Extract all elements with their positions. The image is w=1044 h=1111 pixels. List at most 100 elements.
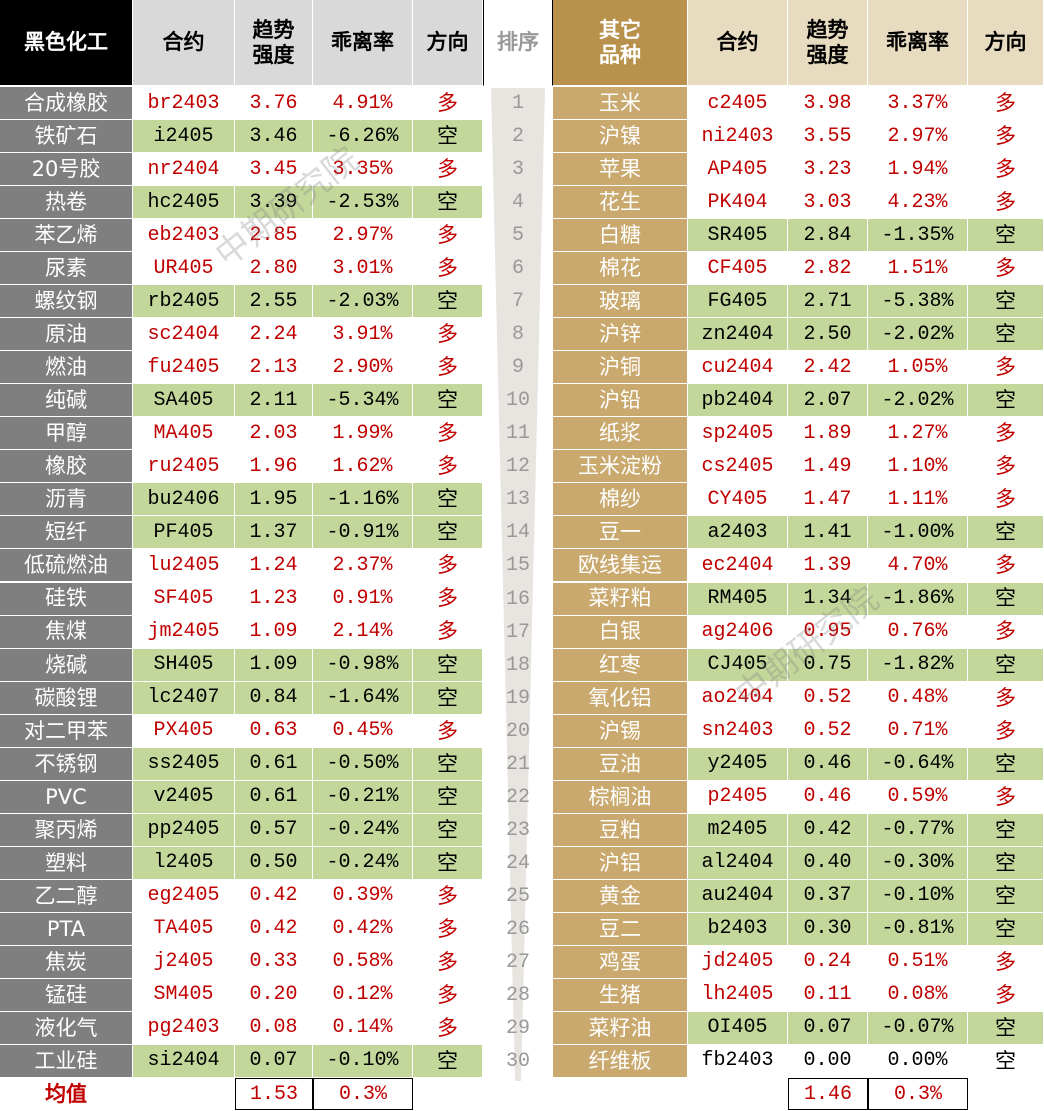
cell-strength: 2.07 [788, 384, 868, 418]
cell-category: 热卷 [0, 186, 133, 220]
cell-deviation: -0.77% [868, 813, 968, 847]
cell-deviation: -0.07% [868, 1011, 968, 1045]
cell-strength: 0.33 [235, 945, 313, 979]
cell-contract: sn2403 [688, 714, 788, 748]
cell-category: 鸡蛋 [553, 945, 688, 979]
cell-deviation: 0.59% [868, 780, 968, 814]
cell-direction: 空 [968, 846, 1044, 880]
cell-deviation: 0.42% [313, 912, 413, 946]
cell-category: 对二甲苯 [0, 714, 133, 748]
cell-category: 合成橡胶 [0, 87, 133, 121]
cell-deviation: 0.45% [313, 714, 413, 748]
cell-category: 纤维板 [553, 1044, 688, 1078]
cell-strength: 0.63 [235, 714, 313, 748]
cell-deviation: 1.51% [868, 252, 968, 286]
rank: 2 [511, 125, 524, 149]
cell-contract: y2405 [688, 747, 788, 781]
cell-contract: jd2405 [688, 945, 788, 979]
cell-category: 锰硅 [0, 978, 133, 1012]
cell-category: 工业硅 [0, 1044, 133, 1078]
cell-direction: 空 [413, 681, 483, 715]
cell-category: 白糖 [553, 219, 688, 253]
header-strength: 趋势 强度 [235, 0, 313, 86]
cell-strength: 2.55 [235, 285, 313, 319]
cell-deviation: 1.11% [868, 483, 968, 517]
cell-strength: 0.08 [235, 1011, 313, 1045]
cell-deviation: -0.98% [313, 648, 413, 682]
cell-strength: 2.85 [235, 219, 313, 253]
rank: 9 [511, 356, 524, 380]
cell-contract: lu2405 [133, 549, 235, 583]
cell-deviation: -0.24% [313, 813, 413, 847]
cell-contract: jm2405 [133, 615, 235, 649]
cell-category: 豆一 [553, 516, 688, 550]
cell-category: 豆粕 [553, 813, 688, 847]
cell-strength: 0.20 [235, 978, 313, 1012]
cell-direction: 多 [968, 780, 1044, 814]
cell-contract: MA405 [133, 417, 235, 451]
cell-category: 沪锡 [553, 714, 688, 748]
cell-category: 棉纱 [553, 483, 688, 517]
cell-contract: ao2404 [688, 681, 788, 715]
cell-contract: c2405 [688, 87, 788, 121]
header-category: 黑色化工 [0, 0, 133, 86]
cell-category: 豆二 [553, 912, 688, 946]
header-contract: 合约 [688, 0, 788, 86]
cell-deviation: 4.91% [313, 87, 413, 121]
cell-contract: CF405 [688, 252, 788, 286]
cell-direction: 空 [968, 516, 1044, 550]
footer-value: 0.3% [313, 1078, 413, 1110]
cell-strength: 0.42 [235, 912, 313, 946]
rank: 25 [505, 884, 530, 908]
cell-direction: 空 [968, 813, 1044, 847]
rank: 22 [505, 785, 530, 809]
cell-contract: au2404 [688, 879, 788, 913]
cell-direction: 多 [968, 615, 1044, 649]
cell-direction: 多 [413, 582, 483, 616]
cell-strength: 2.11 [235, 384, 313, 418]
cell-category: 豆油 [553, 747, 688, 781]
cell-contract: SF405 [133, 582, 235, 616]
cell-strength: 0.42 [788, 813, 868, 847]
cell-direction: 多 [968, 186, 1044, 220]
cell-category: 欧线集运 [553, 549, 688, 583]
rank: 15 [505, 554, 530, 578]
cell-strength: 3.45 [235, 153, 313, 187]
cell-category: 菜籽油 [553, 1011, 688, 1045]
rank: 24 [505, 851, 530, 875]
cell-strength: 1.47 [788, 483, 868, 517]
rank: 5 [511, 224, 524, 248]
rank: 16 [505, 587, 530, 611]
cell-contract: a2403 [688, 516, 788, 550]
cell-deviation: -0.21% [313, 780, 413, 814]
cell-contract: sp2405 [688, 417, 788, 451]
cell-contract: ru2405 [133, 450, 235, 484]
cell-deviation: -6.26% [313, 120, 413, 154]
rank: 19 [505, 686, 530, 710]
cell-strength: 0.11 [788, 978, 868, 1012]
cell-deviation: 1.27% [868, 417, 968, 451]
cell-direction: 空 [413, 186, 483, 220]
header-direction: 方向 [413, 0, 483, 86]
cell-deviation: 3.91% [313, 318, 413, 352]
cell-direction: 空 [968, 747, 1044, 781]
cell-contract: PK404 [688, 186, 788, 220]
cell-contract: hc2405 [133, 186, 235, 220]
cell-direction: 空 [968, 1044, 1044, 1078]
cell-direction: 多 [413, 615, 483, 649]
cell-contract: lh2405 [688, 978, 788, 1012]
cell-contract: SM405 [133, 978, 235, 1012]
cell-deviation: 1.10% [868, 450, 968, 484]
cell-deviation: 1.05% [868, 351, 968, 385]
cell-strength: 0.57 [235, 813, 313, 847]
cell-category: 玻璃 [553, 285, 688, 319]
cell-contract: RM405 [688, 582, 788, 616]
cell-strength: 0.50 [235, 846, 313, 880]
cell-strength: 3.98 [788, 87, 868, 121]
header-deviation: 乖离率 [868, 0, 968, 86]
footer-label: 均值 [0, 1078, 133, 1111]
cell-deviation: 0.00% [868, 1044, 968, 1078]
cell-category: 烧碱 [0, 648, 133, 682]
cell-category: 碳酸锂 [0, 681, 133, 715]
cell-deviation: -5.34% [313, 384, 413, 418]
